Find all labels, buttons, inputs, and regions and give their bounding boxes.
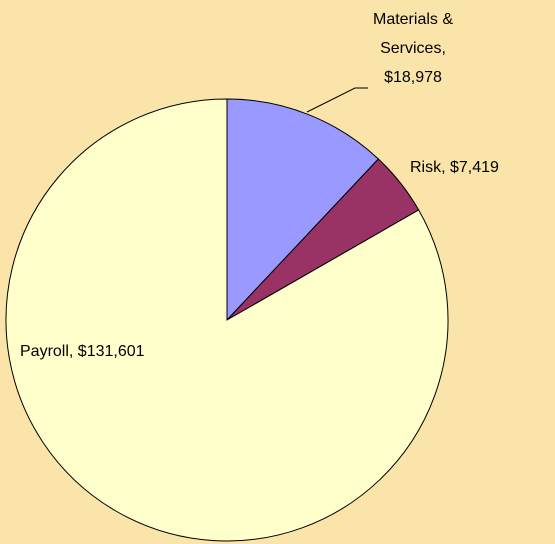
pie-slice: [226, 98, 380, 322]
data-label: Risk, $7,419: [410, 159, 499, 176]
leader-line: [306, 87, 368, 113]
label-line: Services,: [380, 40, 446, 57]
label-line: Materials &: [373, 11, 453, 28]
pie-slice: [5, 98, 449, 542]
data-label: Materials & Services, $18,978: [373, 11, 453, 86]
data-label: Payroll, $131,601: [20, 343, 145, 360]
label-line: $18,978: [384, 69, 442, 86]
